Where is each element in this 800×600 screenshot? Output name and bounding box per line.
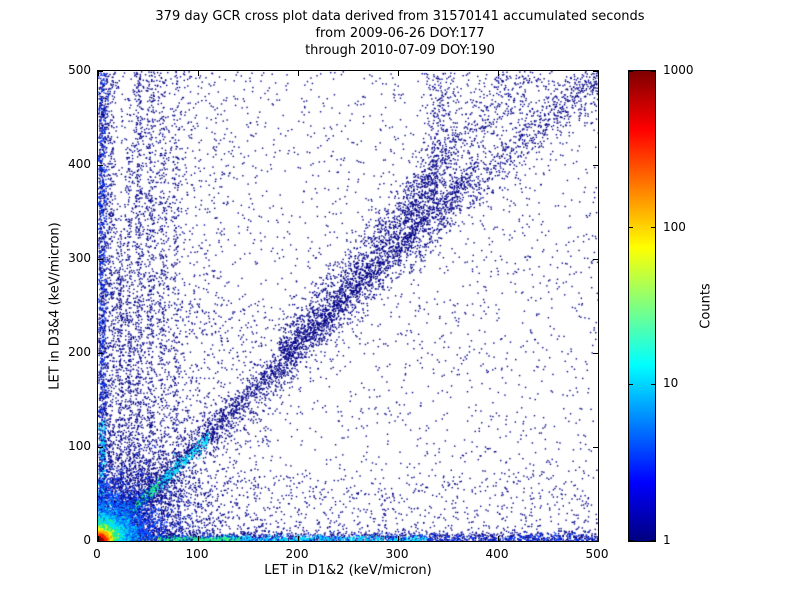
y-tick-label: 300 [68, 251, 91, 265]
colorbar-tick [629, 227, 633, 229]
scatter-density-canvas [98, 71, 598, 541]
chart-title-line1: 379 day GCR cross plot data derived from… [155, 9, 645, 24]
y-tick [98, 70, 103, 72]
y-tick [98, 164, 103, 166]
y-tick [98, 258, 103, 260]
x-tick-label: 400 [485, 547, 509, 561]
colorbar-tick-label: 1000 [663, 63, 694, 77]
colorbar-tick [651, 383, 655, 385]
x-tick-label: 0 [93, 547, 101, 561]
x-tick-top [97, 71, 99, 76]
x-tick-label: 500 [585, 547, 609, 561]
chart-title-line3: through 2010-07-09 DOY:190 [305, 43, 495, 58]
y-tick-right [593, 446, 598, 448]
y-tick-right [593, 70, 598, 72]
y-tick-label: 0 [83, 533, 91, 547]
colorbar [628, 70, 656, 542]
colorbar-label: Counts [698, 283, 714, 329]
x-tick [197, 536, 199, 541]
y-tick-label: 400 [68, 157, 91, 171]
colorbar-tick-label: 100 [663, 219, 686, 234]
y-tick-label: 500 [68, 63, 91, 77]
y-tick-label: 100 [68, 439, 91, 453]
colorbar-tick [629, 70, 633, 72]
colorbar-tick-label: 1 [663, 533, 671, 547]
x-axis-label: LET in D1&2 (keV/micron) [264, 563, 432, 578]
x-tick [97, 536, 99, 541]
colorbar-tick-label: 10 [663, 376, 679, 391]
y-axis-label: LET in D3&4 (keV/micron) [47, 222, 63, 390]
x-tick-top [497, 71, 499, 76]
x-tick-top [297, 71, 299, 76]
y-tick-right [593, 164, 598, 166]
y-tick-label: 200 [68, 345, 91, 359]
colorbar-tick [629, 539, 633, 541]
y-tick [98, 352, 103, 354]
x-tick-label: 300 [385, 547, 409, 561]
x-tick-top [397, 71, 399, 76]
y-tick [98, 446, 103, 448]
plot-area [97, 70, 599, 542]
x-tick-top [197, 71, 199, 76]
y-tick-right [593, 540, 598, 542]
x-tick [497, 536, 499, 541]
colorbar-tick [651, 70, 655, 72]
x-tick-label: 100 [185, 547, 209, 561]
y-tick-right [593, 258, 598, 260]
x-tick [397, 536, 399, 541]
x-tick-label: 200 [285, 547, 309, 561]
colorbar-tick [651, 539, 655, 541]
x-tick-top [597, 71, 599, 76]
colorbar-tick [629, 383, 633, 385]
y-tick-right [593, 352, 598, 354]
colorbar-tick [651, 227, 655, 229]
y-tick [98, 540, 103, 542]
chart-title-line2: from 2009-06-26 DOY:177 [315, 26, 485, 41]
x-tick [297, 536, 299, 541]
x-tick [597, 536, 599, 541]
